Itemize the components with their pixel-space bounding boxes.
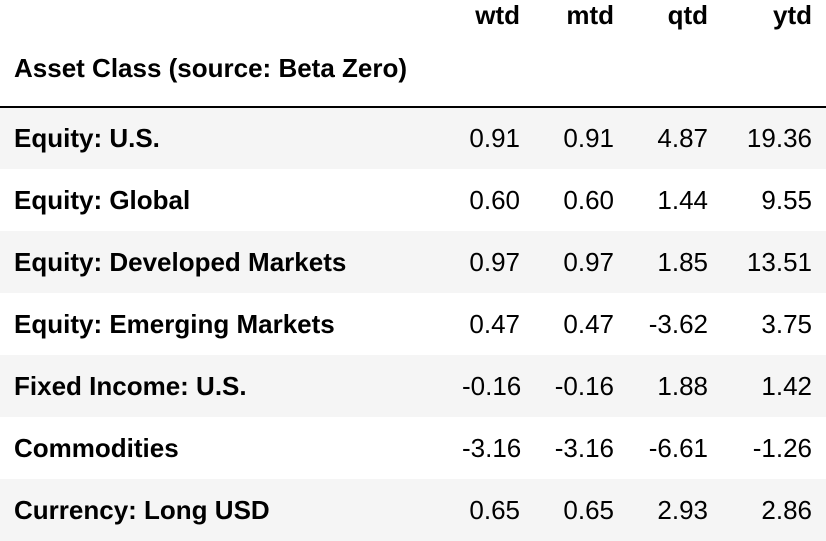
cell-wtd: 0.47 [469, 308, 520, 339]
cell-mtd: 0.97 [563, 246, 614, 277]
row-label: Equity: Developed Markets [14, 246, 347, 277]
column-header-ytd: ytd [773, 0, 812, 30]
row-label: Fixed Income: U.S. [14, 370, 247, 401]
cell-mtd: 0.47 [563, 308, 614, 339]
row-label: Commodities [14, 432, 179, 463]
cell-ytd: 19.36 [746, 123, 812, 153]
table-row: Equity: Emerging Markets 0.47 0.47 -3.62… [0, 293, 826, 355]
cell-qtd: -6.61 [648, 432, 708, 463]
table-row: Currency: Long USD 0.65 0.65 2.93 2.86 [0, 479, 826, 541]
cell-mtd: 0.91 [563, 123, 614, 153]
cell-qtd: 4.87 [657, 123, 708, 153]
cell-ytd: 3.75 [761, 308, 812, 339]
cell-wtd: 0.65 [469, 494, 520, 525]
cell-qtd: 1.88 [657, 370, 708, 401]
cell-qtd: 1.44 [657, 184, 708, 215]
row-label: Currency: Long USD [14, 494, 270, 525]
column-header-mtd: mtd [566, 0, 614, 30]
cell-wtd: 0.97 [469, 246, 520, 277]
column-header-wtd: wtd [475, 0, 520, 30]
table-row: Equity: Developed Markets 0.97 0.97 1.85… [0, 231, 826, 293]
cell-qtd: -3.62 [648, 308, 708, 339]
table-header: wtd mtd qtd ytd Asset Class (source: Bet… [0, 0, 826, 108]
cell-mtd: 0.65 [563, 494, 614, 525]
cell-wtd: 0.60 [469, 184, 520, 215]
cell-ytd: 9.55 [761, 184, 812, 215]
cell-qtd: 2.93 [657, 494, 708, 525]
cell-mtd: -0.16 [554, 370, 614, 401]
row-label: Equity: Global [14, 184, 191, 215]
index-header-label: Asset Class (source: Beta Zero) [0, 31, 448, 108]
cell-wtd: -0.16 [462, 370, 522, 401]
table-row: Commodities -3.16 -3.16 -6.61 -1.26 [0, 417, 826, 479]
cell-ytd: -1.26 [752, 432, 812, 463]
cell-qtd: 1.85 [657, 246, 708, 277]
cell-mtd: 0.60 [563, 184, 614, 215]
column-header-qtd: qtd [667, 0, 708, 30]
index-header-row: Asset Class (source: Beta Zero) [0, 31, 826, 108]
cell-wtd: -3.16 [462, 432, 522, 463]
table-body: Equity: U.S. 0.91 0.91 4.87 19.36 Equity… [0, 107, 826, 541]
table-row: Equity: U.S. 0.91 0.91 4.87 19.36 [0, 107, 826, 169]
cell-mtd: -3.16 [554, 432, 614, 463]
table-row: Equity: Global 0.60 0.60 1.44 9.55 [0, 169, 826, 231]
column-header-blank [0, 0, 448, 31]
cell-ytd: 1.42 [761, 370, 812, 401]
cell-ytd: 2.86 [761, 494, 812, 525]
table-row: Fixed Income: U.S. -0.16 -0.16 1.88 1.42 [0, 355, 826, 417]
row-label: Equity: Emerging Markets [14, 308, 335, 339]
cell-wtd: 0.91 [469, 123, 520, 153]
cell-ytd: 13.51 [746, 246, 812, 277]
row-label: Equity: U.S. [14, 123, 160, 153]
column-header-row: wtd mtd qtd ytd [0, 0, 826, 31]
